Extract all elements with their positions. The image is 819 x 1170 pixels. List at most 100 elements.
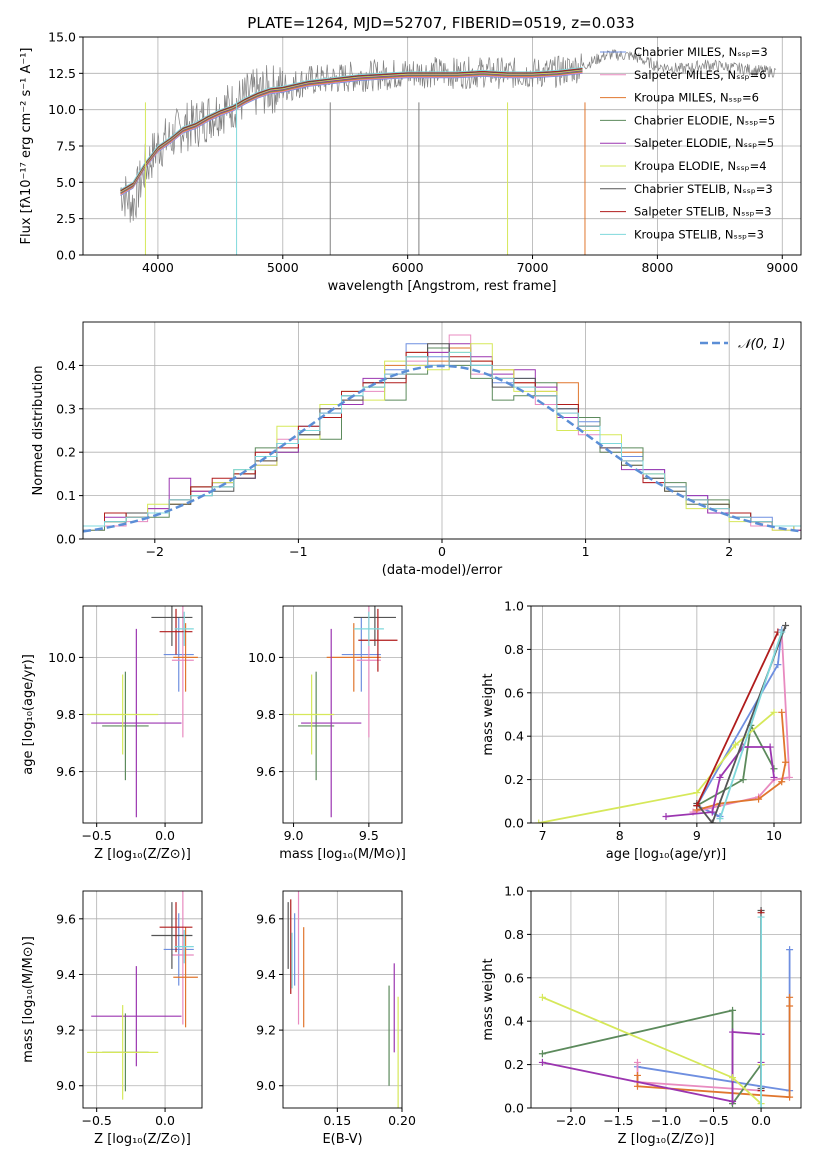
legend: Chabrier MILES, Nₛₛₚ=3 Salpeter MILES, Nₛ… xyxy=(600,45,775,241)
y-tick-label: 10.0 xyxy=(248,650,276,665)
x-axis-label: E(B-V) xyxy=(322,1132,362,1147)
x-tick-label: −0.5 xyxy=(698,1113,728,1128)
legend-label-3: Kroupa MILES, Nₛₛₚ=6 xyxy=(634,91,759,105)
x-tick-label: 0.0 xyxy=(155,1113,175,1128)
series-marker xyxy=(538,1050,546,1058)
y-tick-label: 0.4 xyxy=(56,358,76,373)
y-tick-label: 9.6 xyxy=(56,764,76,779)
x-tick-label: 9000 xyxy=(766,260,798,275)
y-tick-label: 1.0 xyxy=(504,599,524,614)
errorbar-1 xyxy=(163,913,194,986)
series-marker xyxy=(716,815,724,823)
x-tick-label: −1.0 xyxy=(651,1113,681,1128)
legend: 𝒩(0, 1) xyxy=(700,337,785,352)
series-marker xyxy=(778,708,786,716)
legend-label-2: Salpeter MILES, Nₛₛₚ=6 xyxy=(634,68,767,82)
panel-mass-vs-ebv: 0.15 0.20 9.0 9.2 9.4 9.6 E(B-V) xyxy=(256,890,416,1147)
panel-massweight-vs-age: 7 8 9 10 0.0 0.2 0.4 0.6 0.8 1.0 age [log₁₀(age/yr… xyxy=(481,599,802,862)
y-tick-label: 0.0 xyxy=(504,1101,524,1116)
errorbar-6 xyxy=(87,1005,159,1100)
y-tick-label: 0.2 xyxy=(504,1057,524,1072)
y-tick-label: 0.8 xyxy=(504,642,524,657)
axes-frame xyxy=(530,605,802,824)
y-axis-label: Normed distribution xyxy=(31,366,46,496)
y-tick-label: 10.0 xyxy=(48,650,76,665)
axes: −0.5 0.0 9.6 9.8 10.0 Z [log₁₀(Z/Z⊙)] age [log… xyxy=(21,650,191,862)
series-marker xyxy=(662,812,670,820)
normal-curve xyxy=(83,364,801,533)
errorbar-8 xyxy=(159,608,193,655)
y-tick-label: 0.6 xyxy=(504,685,524,700)
series-marker xyxy=(786,993,794,1001)
series-marker xyxy=(693,802,701,810)
errorbar-7 xyxy=(353,606,396,646)
x-tick-label: −1 xyxy=(289,544,307,559)
panel-age-vs-mass: 9.0 9.5 9.6 9.8 10.0 mass [log₁₀(M/M⊙)] xyxy=(248,605,406,862)
y-axis-label: mass weight xyxy=(481,958,496,1040)
plot-area xyxy=(83,334,801,539)
axes: −2 −1 0 1 2 0.0 0.1 0.2 0.3 0.4 (data-model)/error… xyxy=(31,358,733,578)
series-line xyxy=(696,631,779,806)
panel-spectrum: Chabrier MILES, Nₛₛₚ=3 Salpeter MILES, Nₛ… xyxy=(19,30,802,294)
model-spectrum-8 xyxy=(120,67,583,191)
series-marker xyxy=(770,773,778,781)
plot-area xyxy=(287,891,399,1108)
errorbar-2 xyxy=(171,891,194,1025)
model-spectrum-7 xyxy=(120,68,583,192)
axes: 9.0 9.5 9.6 9.8 10.0 mass [log₁₀(M/M⊙)] xyxy=(248,650,406,862)
x-tick-label: 0.15 xyxy=(323,1113,351,1128)
series-marker xyxy=(757,1104,765,1108)
y-tick-label: 0.0 xyxy=(56,248,76,263)
axes: −2.0 −1.5 −1.0 −0.5 0.0 0.0 0.2 0.4 0.6 0.8 1.0 Z [… xyxy=(481,884,771,1148)
y-tick-label: 15.0 xyxy=(48,30,76,45)
y-tick-label: 0.2 xyxy=(56,445,76,460)
x-tick-label: 8000 xyxy=(641,260,673,275)
y-axis-label: Flux [fλ10⁻¹⁷ erg cm⁻² s⁻¹ A⁻¹] xyxy=(19,48,34,245)
model-spectrum-4 xyxy=(120,70,583,194)
errorbar-9 xyxy=(353,611,384,646)
x-tick-label: 7000 xyxy=(517,260,549,275)
errorbar-7 xyxy=(151,606,193,646)
x-axis-label: Z [log₁₀(Z/Z⊙)] xyxy=(94,847,191,862)
errorbar-3 xyxy=(173,927,198,1028)
x-axis-label: Z [log₁₀(Z/Z⊙)] xyxy=(94,1132,191,1147)
x-tick-label: 7 xyxy=(539,828,547,843)
y-tick-label: 9.8 xyxy=(256,707,276,722)
model-spectrum-2 xyxy=(120,72,583,196)
series-9 xyxy=(757,913,765,1108)
x-tick-label: 0.20 xyxy=(388,1113,416,1128)
x-axis-label: wavelength [Angstrom, rest frame] xyxy=(328,279,557,294)
series-marker xyxy=(755,795,763,803)
model-spectrum-9 xyxy=(120,67,583,191)
x-axis-label: (data-model)/error xyxy=(382,563,503,578)
y-tick-label: 12.5 xyxy=(48,66,76,81)
y-axis-label: age [log₁₀(age/yr)] xyxy=(21,654,36,775)
series-marker xyxy=(774,661,782,669)
series-marker xyxy=(729,1074,737,1082)
y-tick-label: 0.1 xyxy=(56,488,76,503)
series-marker xyxy=(535,819,543,823)
y-tick-label: 10.0 xyxy=(48,102,76,117)
axes: −0.5 0.0 9.0 9.2 9.4 9.6 Z [log₁₀(Z/Z⊙)] mass [… xyxy=(21,911,191,1147)
axes-frame xyxy=(282,890,403,1109)
errorbar-7 xyxy=(151,902,193,969)
legend-label-normal: 𝒩(0, 1) xyxy=(738,337,785,352)
model-spectrum-1 xyxy=(120,72,583,196)
errorbar-3 xyxy=(326,623,381,692)
series-marker xyxy=(729,1006,737,1014)
series-marker xyxy=(729,1097,737,1105)
series-marker xyxy=(757,913,765,921)
y-tick-label: 9.6 xyxy=(56,911,76,926)
plot-area xyxy=(87,891,198,1100)
series-marker xyxy=(708,808,716,816)
legend-label-4: Chabrier ELODIE, Nₛₛₚ=5 xyxy=(634,113,775,127)
series-marker xyxy=(778,778,786,786)
y-axis-label: mass [log₁₀(M/M⊙)] xyxy=(21,936,36,1063)
model-spectrum-5 xyxy=(120,69,583,193)
series-marker xyxy=(786,1093,794,1101)
series-9 xyxy=(716,628,786,823)
legend-label-6: Kroupa ELODIE, Nₛₛₚ=4 xyxy=(634,159,767,173)
y-tick-label: 0.6 xyxy=(504,970,524,985)
errorbar-1 xyxy=(163,617,194,692)
